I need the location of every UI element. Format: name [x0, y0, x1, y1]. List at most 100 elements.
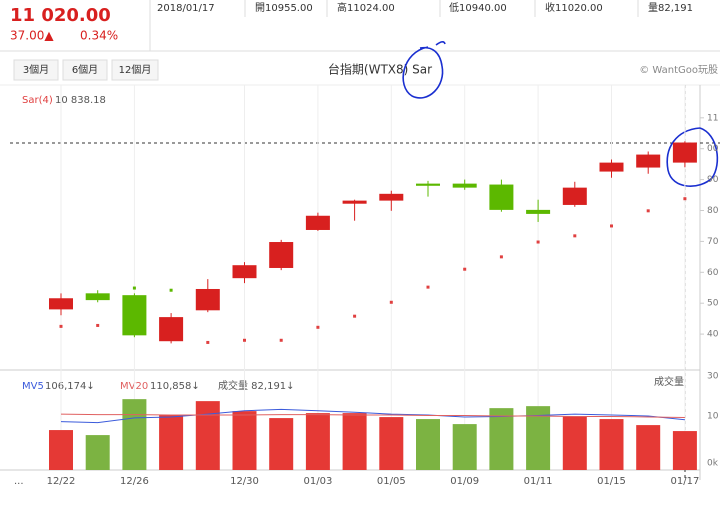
- sar-dot: [426, 285, 430, 289]
- candle-body: [526, 209, 551, 214]
- candle-body: [672, 142, 697, 163]
- x-tick-label: 12/26: [120, 476, 149, 487]
- candle-body: [342, 200, 367, 204]
- volume-bar: [489, 408, 514, 470]
- sar-dot: [96, 323, 100, 327]
- x-tick-label: 01/05: [377, 476, 406, 487]
- x-tick-label: 12/22: [47, 476, 76, 487]
- volume-axis-label: 0k: [707, 459, 719, 469]
- x-tick-label: 01/15: [597, 476, 626, 487]
- date: 2018/01/17: [157, 3, 215, 14]
- sar-dot: [279, 338, 283, 342]
- legend-value: 110,858↓: [150, 381, 200, 392]
- sar-value: 10 838.18: [55, 95, 106, 106]
- volume-bar: [672, 431, 697, 470]
- sar-dot: [389, 300, 393, 304]
- button-label[interactable]: 6個月: [72, 63, 98, 76]
- volume: 量82,191: [648, 2, 693, 14]
- button[interactable]: [13, 59, 59, 81]
- y-tick-label: 60: [707, 268, 719, 278]
- sar-dot: [316, 325, 320, 329]
- y-tick-label: 11: [707, 113, 718, 123]
- volume-bar: [122, 399, 147, 470]
- y-tick-label: 00: [707, 144, 719, 154]
- candle-body: [49, 298, 73, 310]
- button-label[interactable]: 3個月: [23, 63, 49, 76]
- sar-name: Sar(4): [22, 95, 53, 106]
- close: 收11020.00: [545, 1, 603, 14]
- volume-bar: [452, 424, 477, 470]
- legend-value: 106,174↓: [45, 381, 95, 392]
- sar-dot: [206, 340, 210, 344]
- candle-body: [599, 162, 624, 172]
- volume-bar: [562, 416, 587, 470]
- volume-title: 成交量: [654, 375, 684, 388]
- volume-bar: [305, 413, 330, 470]
- ma-line: [60, 413, 685, 418]
- sar-dot: [463, 267, 467, 271]
- annotation-circle: [402, 40, 446, 99]
- candle-body: [416, 183, 440, 186]
- sar-dot: [132, 286, 136, 290]
- button-label[interactable]: 12個月: [119, 63, 152, 76]
- annotation-circle: [666, 127, 719, 187]
- candle-body: [159, 317, 184, 342]
- volume-axis-label: 10: [707, 412, 719, 422]
- volume-bar: [342, 413, 367, 470]
- price: 11 020.00: [10, 5, 111, 26]
- change-pct: 0.34%: [80, 29, 118, 43]
- legend-name: MV5: [22, 381, 44, 392]
- y-tick-label: 90: [707, 175, 719, 185]
- candle-body: [232, 265, 257, 279]
- button[interactable]: [62, 59, 108, 81]
- volume-bar: [85, 435, 110, 470]
- candle-body: [489, 184, 514, 210]
- x-tick-label: 01/17: [670, 476, 699, 487]
- x-tick-label: 01/11: [524, 476, 553, 487]
- open: 開10955.00: [255, 2, 313, 14]
- candle-body: [195, 288, 220, 311]
- candle-body: [269, 242, 294, 268]
- candle-body: [379, 193, 404, 201]
- sar-dot: [536, 240, 540, 244]
- y-tick-label: 80: [707, 206, 719, 216]
- volume-bar: [49, 430, 73, 470]
- x-tick-label: 01/09: [450, 476, 479, 487]
- sar-dot: [646, 209, 650, 213]
- candle-body: [562, 187, 587, 205]
- sar-dot: [169, 288, 173, 292]
- sar-dot: [499, 255, 503, 259]
- x-tick-label: 12/30: [230, 476, 259, 487]
- volume-bar: [232, 411, 257, 470]
- dividers: [244, 0, 639, 17]
- button[interactable]: [111, 59, 159, 81]
- volume-bar: [416, 419, 440, 470]
- volume-axis-label: 30: [707, 372, 719, 382]
- candle-body: [305, 215, 330, 230]
- volume-legend: 成交量 82,191↓: [218, 379, 295, 392]
- source: © WantGoo玩股: [639, 64, 718, 76]
- volume-bar: [195, 401, 220, 470]
- ma-line: [60, 408, 685, 424]
- volume-bar: [269, 418, 294, 470]
- sar-dot: [683, 197, 687, 201]
- sar-dot: [243, 338, 246, 342]
- volume-bar: [526, 406, 551, 470]
- sar-dot: [59, 324, 63, 328]
- candle-body: [85, 293, 110, 301]
- x-more: ...: [14, 476, 24, 487]
- low: 低10940.00: [449, 1, 507, 14]
- sar-dot: [353, 314, 357, 318]
- sar-dot: [610, 224, 613, 228]
- volume-bar: [159, 415, 184, 470]
- chart-title: 台指期(WTX8) Sar: [328, 62, 432, 77]
- y-tick-label: 40: [707, 330, 719, 340]
- high: 高11024.00: [337, 1, 395, 14]
- change: 37.00▲: [10, 29, 54, 43]
- volume-bar: [636, 425, 661, 470]
- candle-body: [636, 154, 661, 168]
- volume-bar: [379, 417, 404, 470]
- candle-body: [452, 183, 477, 188]
- sar-dot: [573, 234, 577, 238]
